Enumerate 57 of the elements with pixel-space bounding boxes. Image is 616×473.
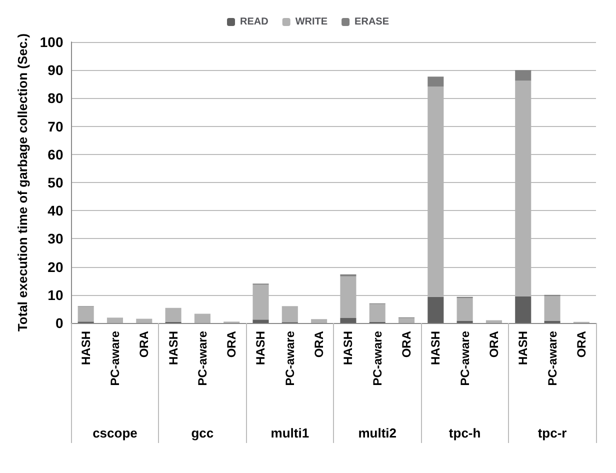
bar bbox=[515, 70, 532, 81]
bar bbox=[106, 318, 124, 323]
y-tick-label: 0 bbox=[55, 315, 64, 331]
x-tick-label: PC-aware bbox=[458, 330, 472, 386]
text: tpc-h bbox=[448, 426, 481, 440]
bar bbox=[282, 306, 298, 322]
y-tick-label: 40 bbox=[48, 202, 64, 219]
y-tick-label: 10 bbox=[48, 286, 64, 303]
x-tick-label: PC-aware bbox=[282, 330, 297, 386]
x-tick-label: PC-aware bbox=[108, 330, 122, 386]
bar bbox=[340, 318, 356, 323]
y-tick-label: 80 bbox=[48, 90, 64, 106]
bar bbox=[78, 306, 94, 322]
x-tick-label: ORA bbox=[400, 330, 414, 358]
x-tick-label: HASH bbox=[166, 331, 180, 366]
x-tick-label: HASH bbox=[516, 331, 530, 366]
bar bbox=[252, 320, 269, 323]
bar bbox=[194, 314, 210, 323]
text: multi2 bbox=[358, 426, 397, 440]
bar bbox=[136, 318, 152, 323]
y-tick-label: 100 bbox=[40, 34, 64, 50]
y-axis-title: Total execution time of garbage collection (Sec.) bbox=[15, 33, 30, 332]
x-tick-label: HASH bbox=[78, 331, 93, 366]
x-tick-label: ORA bbox=[574, 330, 588, 358]
bar bbox=[165, 308, 182, 322]
bar bbox=[398, 318, 415, 323]
text: gcc bbox=[191, 426, 214, 440]
bar bbox=[486, 320, 502, 323]
y-tick-label: 30 bbox=[48, 230, 64, 247]
y-tick-label: 70 bbox=[48, 118, 64, 134]
x-tick-label: ORA bbox=[312, 330, 326, 358]
bar bbox=[544, 296, 560, 321]
bar bbox=[515, 296, 532, 323]
x-tick-label: PC-aware bbox=[545, 330, 560, 386]
y-tick-label: 50 bbox=[48, 174, 64, 190]
bar bbox=[428, 296, 444, 323]
legend-label: READ bbox=[240, 16, 268, 28]
y-tick-label: 20 bbox=[48, 258, 64, 275]
legend-label: ERASE bbox=[354, 16, 390, 28]
x-tick-label: HASH bbox=[341, 331, 356, 366]
text: cscope bbox=[92, 426, 138, 440]
x-tick-label: PC-aware bbox=[370, 330, 384, 386]
bar bbox=[456, 298, 473, 321]
bar bbox=[428, 76, 444, 87]
y-tick-label: 60 bbox=[48, 146, 64, 162]
x-tick-label: HASH bbox=[428, 331, 443, 366]
x-tick-label: ORA bbox=[224, 330, 239, 358]
x-tick-label: ORA bbox=[486, 330, 501, 358]
text: multi1 bbox=[270, 426, 310, 440]
legend-label: WRITE bbox=[295, 16, 328, 28]
y-tick-label: 90 bbox=[48, 62, 64, 78]
x-tick-label: HASH bbox=[254, 331, 268, 366]
x-tick-label: ORA bbox=[137, 330, 152, 358]
text: tpc-r bbox=[538, 426, 567, 440]
bar bbox=[311, 319, 328, 323]
x-tick-label: PC-aware bbox=[195, 330, 210, 386]
bar bbox=[369, 304, 386, 322]
